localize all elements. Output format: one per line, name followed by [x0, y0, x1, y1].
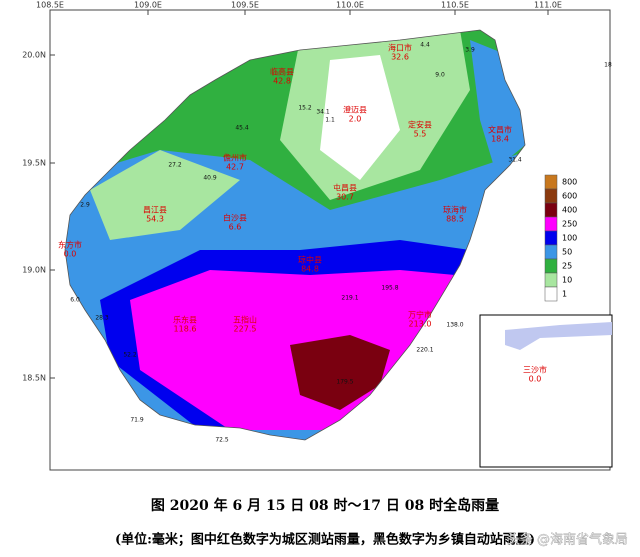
legend-label: 250	[562, 220, 577, 229]
city-value: 2.0	[349, 115, 362, 124]
caption-title: 图 2020 年 6 月 15 日 08 时～17 日 08 时全岛雨量	[151, 497, 499, 514]
city-name: 儋州市	[223, 153, 247, 163]
station-value: 40.9	[203, 175, 217, 182]
y-tick-label: 19.5N	[22, 159, 46, 168]
city-value: 42.8	[273, 77, 291, 86]
city-value: 0.0	[529, 375, 542, 384]
map-labels: 108.5E 109.0E 109.5E 110.0E 110.5E 111.0E 20.0…	[22, 1, 612, 444]
station-value: 27.2	[168, 162, 182, 169]
city-value: 88.5	[446, 215, 464, 224]
city-name: 定安县	[408, 120, 432, 130]
legend-label: 50	[562, 248, 572, 257]
legend-swatch	[544, 202, 558, 218]
city-name: 三沙市	[523, 365, 547, 375]
station-value: 4.4	[420, 42, 430, 49]
legend-swatch	[544, 286, 558, 302]
station-value: 220.1	[416, 347, 433, 354]
y-tick-label: 18.5N	[22, 374, 46, 383]
station-value: 45.4	[235, 125, 249, 132]
station-value: 219.1	[341, 295, 358, 302]
watermark: 头条 @海南省气象局	[507, 532, 628, 548]
station-value: 3.9	[465, 47, 475, 54]
station-value: 9.0	[435, 72, 445, 79]
y-tick-label: 20.0N	[22, 51, 46, 60]
legend-label: 10	[562, 276, 572, 285]
city-name: 白沙县	[223, 213, 247, 223]
legend-label: 100	[562, 234, 577, 243]
legend-swatch	[544, 272, 558, 288]
legend-label: 800	[562, 178, 577, 187]
legend-label: 1	[562, 290, 567, 299]
station-value: 34.1	[316, 109, 330, 116]
city-name: 五指山	[233, 315, 257, 325]
city-name: 澄迈县	[343, 105, 367, 115]
island-outline	[64, 29, 526, 441]
x-tick-label: 108.5E	[36, 1, 64, 10]
city-value: 54.3	[146, 215, 164, 224]
city-name: 临高县	[270, 67, 294, 77]
station-value: 2.9	[80, 202, 90, 209]
legend-label: 400	[562, 206, 577, 215]
city-name: 琼海市	[443, 205, 467, 215]
x-tick-label: 110.5E	[441, 1, 469, 10]
x-tick-label: 109.0E	[134, 1, 162, 10]
city-value: 5.5	[414, 130, 427, 139]
legend-swatch	[544, 216, 558, 232]
station-value: 1.1	[325, 117, 335, 124]
station-value: 72.5	[215, 437, 229, 444]
legend-swatch	[544, 188, 558, 204]
city-value: 6.6	[229, 223, 242, 232]
city-name: 屯昌县	[333, 183, 357, 193]
city-name: 万宁市	[408, 310, 432, 320]
city-name: 昌江县	[143, 206, 167, 215]
legend-label: 25	[562, 262, 572, 271]
station-value: 52.2	[123, 352, 137, 359]
city-value: 227.5	[234, 325, 257, 334]
inset-land	[505, 322, 612, 350]
station-value: 6.0	[70, 297, 80, 304]
station-value: 179.5	[336, 379, 353, 386]
city-name: 文昌市	[488, 125, 512, 135]
city-name: 海口市	[388, 43, 412, 53]
city-value: 32.6	[391, 53, 409, 62]
x-tick-label: 109.5E	[231, 1, 259, 10]
x-tick-label: 111.0E	[534, 1, 562, 10]
city-value: 118.6	[174, 325, 197, 334]
station-value: 71.9	[130, 417, 144, 424]
legend-swatch	[544, 244, 558, 260]
legend: 800 600 400 250 100 50 25 10 1	[544, 174, 577, 302]
city-value: 18.4	[491, 135, 509, 144]
inset-frame	[479, 314, 613, 468]
city-name: 乐东县	[173, 315, 197, 325]
city-name: 琼中县	[298, 255, 322, 265]
station-value: 138.0	[446, 322, 463, 329]
station-value: 18	[604, 62, 612, 69]
station-value: 28.3	[95, 315, 109, 322]
city-value: 213.0	[409, 320, 432, 329]
station-value: 15.2	[298, 105, 312, 112]
city-value: 84.8	[301, 265, 319, 274]
city-name: 东方市	[58, 240, 82, 250]
x-tick-label: 110.0E	[336, 1, 364, 10]
legend-swatch	[544, 230, 558, 246]
legend-swatch	[544, 258, 558, 274]
legend-swatch	[544, 174, 558, 190]
station-value: 31.4	[508, 157, 522, 164]
station-value: 195.8	[381, 285, 398, 292]
caption-note: (单位:毫米；图中红色数字为城区测站雨量，黑色数字为乡镇自动站雨量)	[115, 532, 535, 548]
city-value: 0.0	[64, 250, 77, 259]
legend-label: 600	[562, 192, 577, 201]
y-tick-label: 19.0N	[22, 266, 46, 275]
city-value: 42.7	[226, 163, 244, 172]
city-value: 30.7	[336, 193, 354, 202]
